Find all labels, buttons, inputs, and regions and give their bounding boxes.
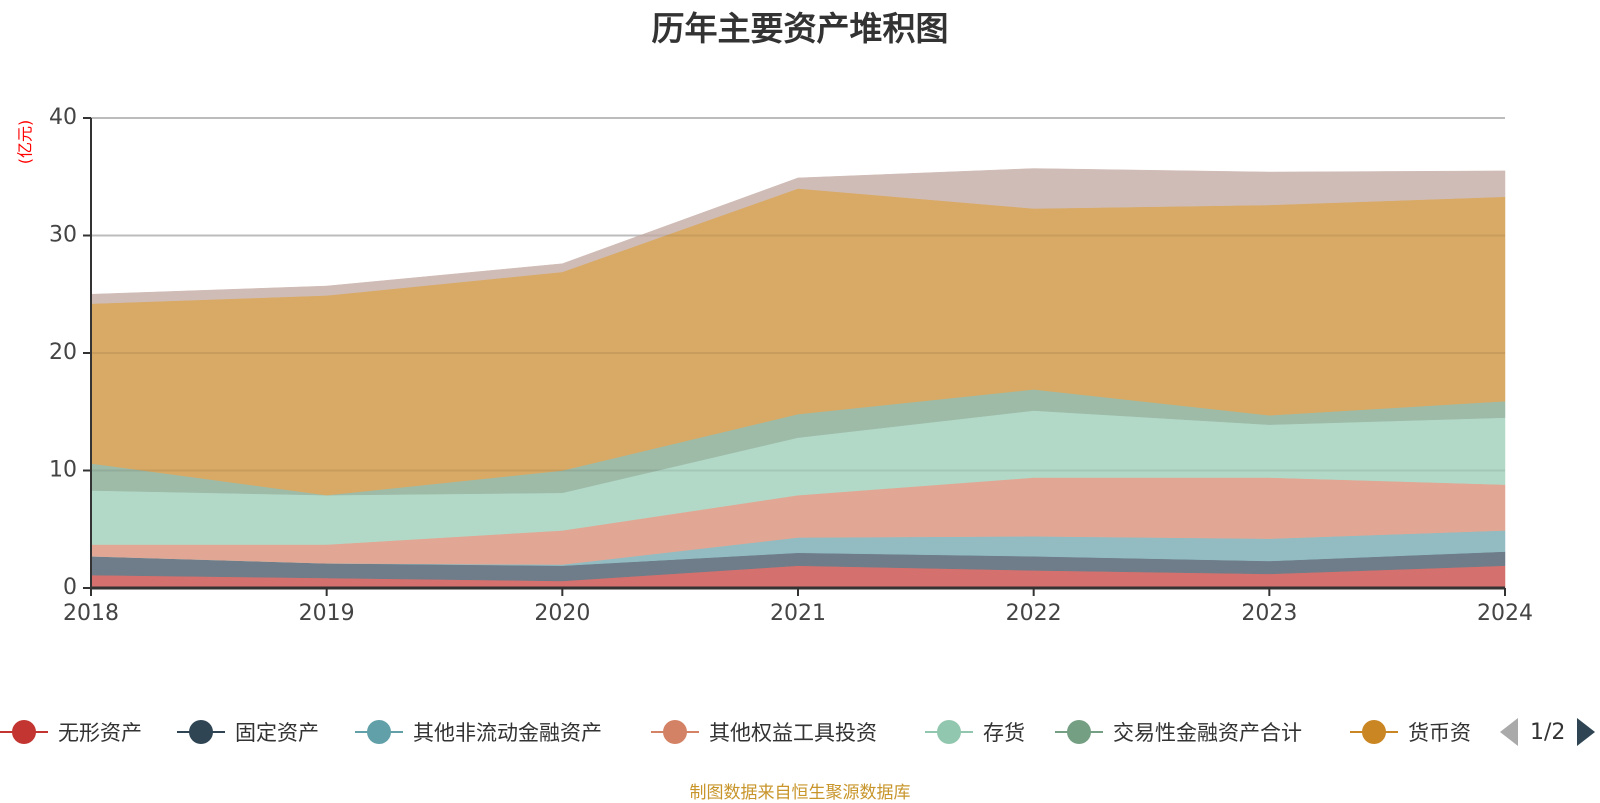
legend-marker-icon xyxy=(1350,720,1398,744)
legend-item[interactable]: 无形资产 xyxy=(0,712,142,752)
legend-prev-page-icon[interactable] xyxy=(1500,718,1518,746)
legend-item[interactable]: 交易性金融资产合计 xyxy=(1055,712,1302,752)
x-tick-label: 2019 xyxy=(299,601,355,626)
x-tick-label: 2020 xyxy=(534,601,590,626)
legend-label: 其他非流动金融资产 xyxy=(413,721,602,745)
chart-title: 历年主要资产堆积图 xyxy=(651,9,949,48)
y-tick-label: 10 xyxy=(49,458,77,483)
legend-marker-icon xyxy=(925,720,973,744)
legend-marker-icon xyxy=(355,720,403,744)
legend-label: 存货 xyxy=(983,721,1025,745)
y-tick-label: 40 xyxy=(49,105,77,130)
legend-marker-icon xyxy=(1055,720,1103,744)
legend-label: 货币资 xyxy=(1408,721,1471,745)
x-tick-label: 2021 xyxy=(770,601,826,626)
axes: 0 10 20 30 40 2018 2019 2020 2021 2022 2023 2024 xyxy=(49,105,1533,626)
y-tick-label: 20 xyxy=(49,340,77,365)
y-tick-label: 0 xyxy=(63,575,77,600)
legend: 无形资产 固定资产 其他非流动金融资产 其他权益工具投资 存货 交易性金融资产合计 货币资 xyxy=(0,712,1600,752)
x-tick-label: 2022 xyxy=(1006,601,1062,626)
x-tick-label: 2018 xyxy=(63,601,119,626)
legend-label: 交易性金融资产合计 xyxy=(1113,721,1302,745)
legend-label: 无形资产 xyxy=(58,721,142,745)
legend-item[interactable]: 货币资 xyxy=(1350,712,1471,752)
data-source-note: 制图数据来自恒生聚源数据库 xyxy=(689,783,911,803)
y-tick-label: 30 xyxy=(49,223,77,248)
legend-next-page-icon[interactable] xyxy=(1577,718,1596,746)
legend-marker-icon xyxy=(651,720,699,744)
x-tick-label: 2024 xyxy=(1477,601,1533,626)
legend-item[interactable]: 其他非流动金融资产 xyxy=(355,712,602,752)
legend-marker-icon xyxy=(177,720,225,744)
legend-item[interactable]: 存货 xyxy=(925,712,1025,752)
x-tick-label: 2023 xyxy=(1241,601,1297,626)
area-series xyxy=(90,117,1506,589)
legend-item[interactable]: 其他权益工具投资 xyxy=(651,712,877,752)
legend-marker-icon xyxy=(0,720,48,744)
legend-page-indicator: 1/2 xyxy=(1530,719,1566,745)
legend-label: 固定资产 xyxy=(235,721,319,745)
legend-pager: 1/2 xyxy=(1500,712,1596,752)
area-series-7 xyxy=(90,168,1506,304)
legend-label: 其他权益工具投资 xyxy=(709,721,877,745)
legend-item[interactable]: 固定资产 xyxy=(177,712,319,752)
y-axis-label: (亿元) xyxy=(16,120,35,165)
